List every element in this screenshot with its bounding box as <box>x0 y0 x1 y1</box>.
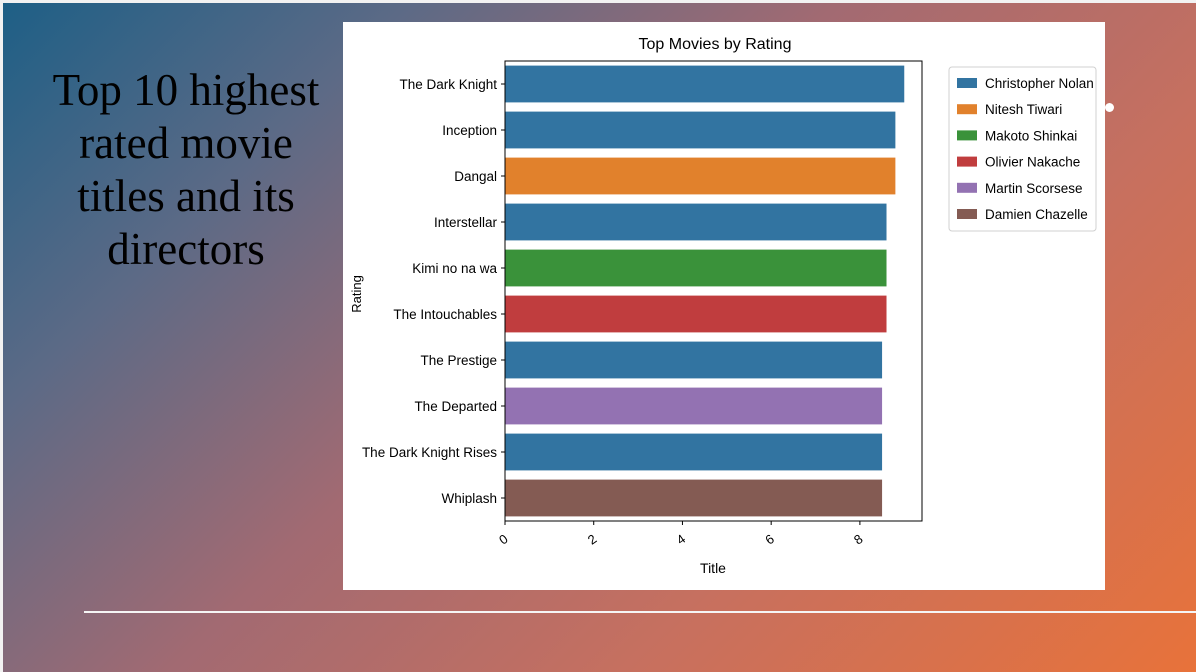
legend-label: Damien Chazelle <box>985 207 1088 222</box>
slide-title: Top 10 highest rated movie titles and it… <box>52 65 320 274</box>
bar <box>505 65 905 103</box>
legend: Christopher Nolan Nitesh Tiwari Makoto Shi… <box>948 66 1097 232</box>
legend-label: Christopher Nolan <box>985 76 1094 91</box>
slide-frame-top <box>0 0 1196 3</box>
x-tick-label: 6 <box>762 531 777 547</box>
chart-title: Top Movies by Rating <box>639 36 792 53</box>
plot-frame <box>504 60 923 522</box>
legend-label: Olivier Nakache <box>985 155 1080 170</box>
bar <box>505 341 883 379</box>
legend-swatch <box>957 130 977 141</box>
legend-label: Nitesh Tiwari <box>985 102 1062 117</box>
legend-swatch <box>957 182 977 193</box>
bar <box>505 203 887 241</box>
legend-swatch <box>957 156 977 167</box>
slide-divider-line <box>84 611 1196 613</box>
y-tick-label: Inception <box>442 123 497 138</box>
bullet-dot <box>1105 103 1114 112</box>
x-tick-labels: 0 2 4 6 8 <box>496 521 866 548</box>
legend-box <box>948 66 1097 232</box>
legend-items: Christopher Nolan Nitesh Tiwari Makoto Shi… <box>957 76 1094 222</box>
legend-swatch <box>957 78 977 88</box>
y-tick-label: Interstellar <box>434 215 498 230</box>
bar <box>505 433 883 471</box>
bar <box>505 249 887 287</box>
y-tick-label: The Departed <box>414 399 497 414</box>
bar <box>505 157 896 195</box>
bars-group <box>505 65 905 517</box>
y-tick-labels: The Dark Knight Inception Dangal Interstell… <box>362 77 505 506</box>
y-axis-label: Rating <box>349 275 364 313</box>
y-tick-label: Kimi no na wa <box>412 261 497 276</box>
bar <box>505 479 883 517</box>
slide-frame-left <box>0 0 3 672</box>
y-tick-label: The Intouchables <box>393 307 497 322</box>
x-tick-label: 2 <box>585 531 600 547</box>
legend-swatch <box>957 209 977 219</box>
bar <box>505 387 883 425</box>
x-tick-label: 4 <box>674 531 689 547</box>
y-tick-label: The Prestige <box>420 353 497 368</box>
chart-card: Top Movies by Rating The Dark Knight Ince… <box>343 22 1105 590</box>
y-tick-label: The Dark Knight <box>399 77 497 92</box>
y-tick-label: Dangal <box>454 169 497 184</box>
x-tick-label: 8 <box>851 531 866 547</box>
y-tick-label: Whiplash <box>441 491 497 506</box>
legend-swatch <box>957 104 977 115</box>
legend-label: Martin Scorsese <box>985 181 1083 196</box>
x-axis-label: Title <box>700 560 726 576</box>
legend-label: Makoto Shinkai <box>985 128 1077 143</box>
bar <box>505 111 896 149</box>
bar-chart: Top Movies by Rating The Dark Knight Ince… <box>349 36 1097 576</box>
y-tick-label: The Dark Knight Rises <box>362 445 497 460</box>
x-tick-label: 0 <box>496 531 511 547</box>
bar <box>505 295 887 333</box>
